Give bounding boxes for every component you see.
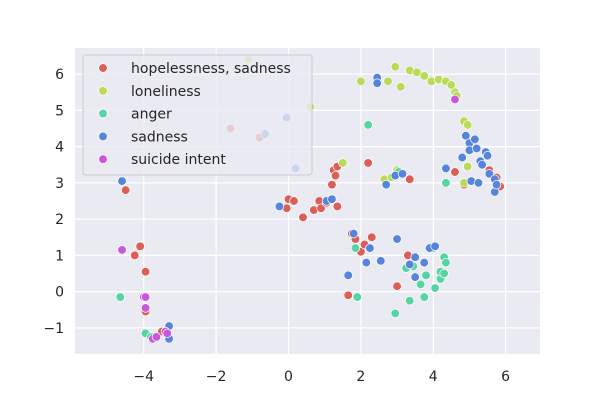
x-axis-ticks: −4 −2 0 2 4 6 bbox=[133, 369, 510, 385]
x-tick-label: 0 bbox=[284, 369, 293, 385]
point-loneliness bbox=[390, 62, 400, 72]
point-hopelessness-sadness bbox=[330, 170, 341, 181]
point-hopelessness-sadness bbox=[405, 174, 415, 184]
x-tick-label: 2 bbox=[356, 369, 365, 385]
point-sadness bbox=[348, 228, 359, 239]
y-tick-label: 3 bbox=[55, 176, 64, 192]
point-anger bbox=[405, 296, 415, 306]
point-anger bbox=[430, 283, 440, 293]
point-loneliness bbox=[356, 76, 366, 87]
point-anger bbox=[350, 243, 361, 253]
point-sadness bbox=[461, 131, 471, 141]
legend-label: suicide intent bbox=[131, 152, 226, 168]
point-hopelessness-sadness bbox=[298, 212, 308, 222]
point-suicide-intent bbox=[151, 332, 162, 342]
point-loneliness bbox=[462, 161, 473, 172]
point-loneliness bbox=[396, 82, 406, 92]
legend-label: sadness bbox=[131, 129, 188, 145]
point-sadness bbox=[274, 201, 285, 212]
legend-frame bbox=[82, 54, 313, 176]
point-anger bbox=[439, 268, 449, 279]
point-sadness bbox=[410, 272, 420, 282]
legend-marker bbox=[98, 131, 108, 142]
point-anger bbox=[441, 257, 451, 268]
legend-marker bbox=[98, 108, 108, 119]
point-sadness bbox=[419, 257, 429, 268]
y-tick-label: 1 bbox=[55, 248, 64, 264]
x-tick-label: −4 bbox=[133, 369, 154, 385]
legend-label: hopelessness, sadness bbox=[131, 61, 291, 77]
point-loneliness bbox=[412, 67, 422, 77]
y-tick-label: 5 bbox=[55, 103, 64, 119]
point-anger bbox=[352, 292, 362, 302]
point-sadness bbox=[470, 134, 480, 145]
point-hopelessness-sadness bbox=[363, 158, 373, 168]
point-anger bbox=[363, 120, 373, 130]
point-suicide-intent bbox=[450, 94, 460, 105]
point-hopelessness-sadness bbox=[367, 232, 377, 242]
point-sadness bbox=[473, 178, 484, 188]
legend-marker bbox=[98, 63, 108, 73]
y-tick-label: 2 bbox=[55, 212, 64, 228]
x-tick-label: −2 bbox=[206, 369, 227, 385]
point-sadness bbox=[491, 180, 502, 190]
point-sadness bbox=[365, 243, 375, 253]
point-sadness bbox=[405, 259, 415, 270]
point-hopelessness-sadness bbox=[327, 180, 337, 190]
point-sadness bbox=[381, 180, 391, 190]
point-hopelessness-sadness bbox=[140, 267, 151, 277]
x-tick-label: 4 bbox=[429, 369, 438, 385]
legend-label: anger bbox=[131, 107, 172, 123]
point-anger bbox=[115, 292, 125, 302]
y-tick-label: 6 bbox=[55, 67, 64, 83]
point-sadness bbox=[410, 252, 420, 262]
point-sadness bbox=[441, 163, 451, 174]
point-anger bbox=[441, 178, 451, 188]
y-tick-label: −1 bbox=[43, 321, 64, 337]
point-suicide-intent bbox=[140, 303, 151, 313]
point-hopelessness-sadness bbox=[450, 167, 460, 177]
point-loneliness bbox=[419, 71, 429, 81]
y-tick-label: 4 bbox=[55, 140, 64, 156]
point-sadness bbox=[430, 241, 440, 251]
point-sadness bbox=[117, 176, 127, 186]
x-tick-label: 6 bbox=[501, 369, 510, 385]
legend: hopelessness, sadness loneliness anger sadn… bbox=[82, 54, 313, 176]
point-sadness bbox=[477, 160, 487, 170]
point-loneliness bbox=[446, 80, 456, 90]
point-hopelessness-sadness bbox=[392, 281, 402, 291]
legend-label: loneliness bbox=[131, 84, 201, 100]
point-hopelessness-sadness bbox=[121, 185, 131, 195]
point-hopelessness-sadness bbox=[135, 241, 145, 251]
point-loneliness bbox=[338, 158, 348, 168]
point-sadness bbox=[397, 169, 408, 179]
point-suicide-intent bbox=[140, 292, 151, 302]
point-loneliness bbox=[383, 76, 393, 87]
point-hopelessness-sadness bbox=[332, 201, 343, 212]
point-anger bbox=[419, 292, 429, 302]
point-sadness bbox=[327, 194, 337, 204]
point-sadness bbox=[482, 151, 493, 161]
legend-marker bbox=[98, 86, 108, 96]
point-suicide-intent bbox=[117, 245, 127, 255]
point-anger bbox=[421, 270, 431, 280]
point-sadness bbox=[343, 270, 353, 280]
point-loneliness bbox=[462, 120, 473, 130]
point-sadness bbox=[372, 78, 382, 88]
y-axis-ticks: −1 0 1 2 3 4 5 6 bbox=[43, 67, 64, 337]
point-sadness bbox=[472, 143, 482, 154]
point-anger bbox=[415, 279, 426, 290]
point-sadness bbox=[361, 257, 371, 268]
point-sadness bbox=[392, 234, 402, 244]
legend-marker bbox=[98, 154, 108, 164]
point-sadness bbox=[457, 152, 467, 163]
point-hopelessness-sadness bbox=[289, 196, 299, 206]
point-sadness bbox=[376, 256, 386, 266]
point-anger bbox=[390, 308, 400, 319]
point-suicide-intent bbox=[162, 328, 172, 338]
point-hopelessness-sadness bbox=[343, 290, 353, 300]
y-tick-label: 0 bbox=[55, 285, 64, 301]
point-hopelessness-sadness bbox=[130, 250, 140, 261]
